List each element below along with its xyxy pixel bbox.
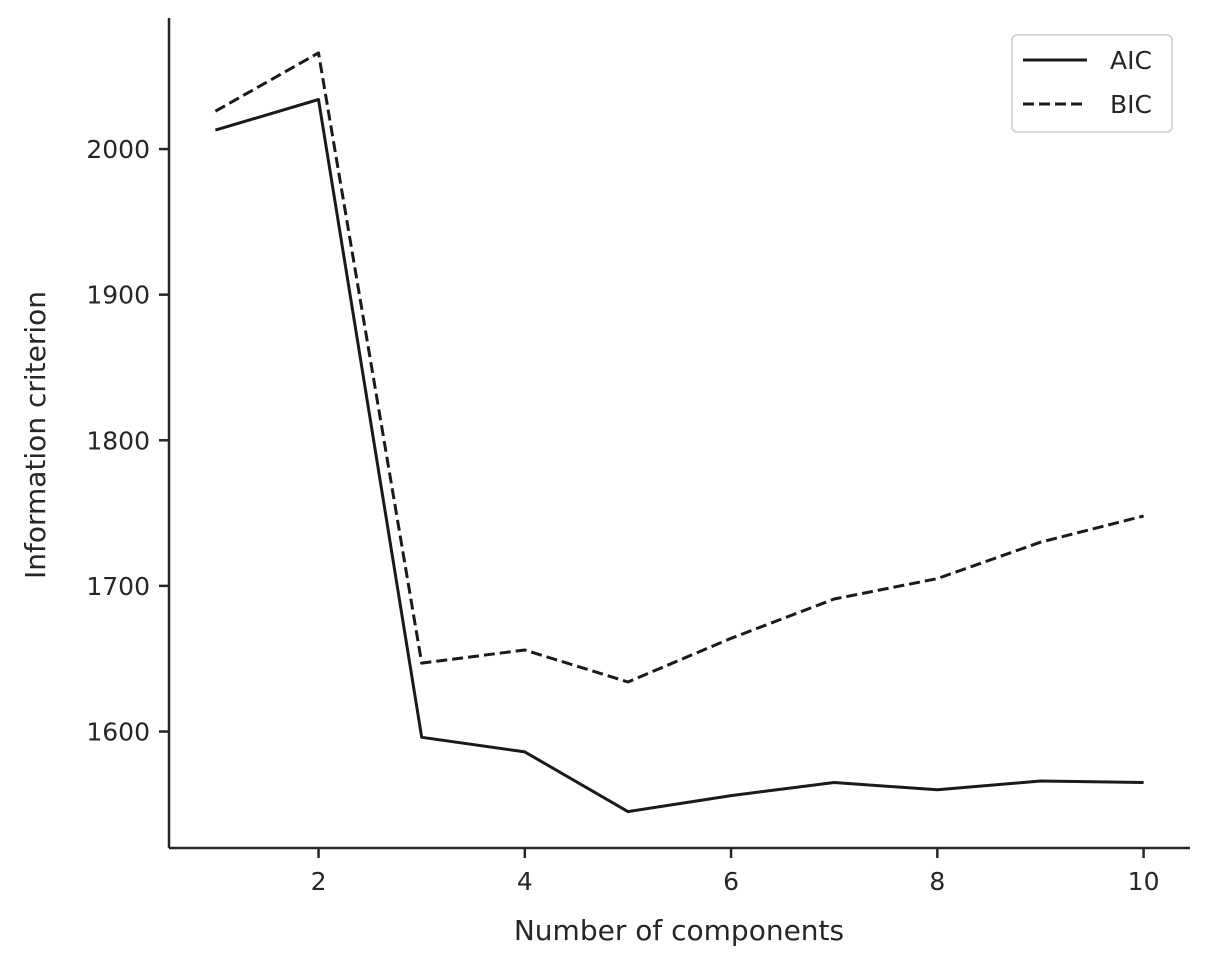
y-tick-label: 1600 [86,718,150,747]
y-tick-label: 1800 [86,426,150,455]
y-tick-label: 1700 [86,572,150,601]
y-tick-label: 2000 [86,135,150,164]
x-tick-label: 2 [311,867,327,896]
y-tick-label: 1900 [86,281,150,310]
series-line-bic [214,51,1144,684]
x-tick-label: 4 [517,867,533,896]
series-line-aic [214,98,1144,814]
x-tick-label: 6 [723,867,739,896]
y-ticks: 1600 1700 1800 1900 2000 [86,135,169,747]
y-axis-label: Information criterion [19,291,52,579]
x-axis-label: Number of components [514,914,844,947]
legend-label-bic: BIC [1110,90,1152,119]
x-ticks: 2 4 6 8 10 [311,848,1160,896]
plot-lines [214,51,1144,814]
x-tick-label: 10 [1128,867,1160,896]
legend: AIC BIC [1011,34,1173,133]
x-tick-label: 8 [929,867,945,896]
legend-label-aic: AIC [1110,46,1152,75]
